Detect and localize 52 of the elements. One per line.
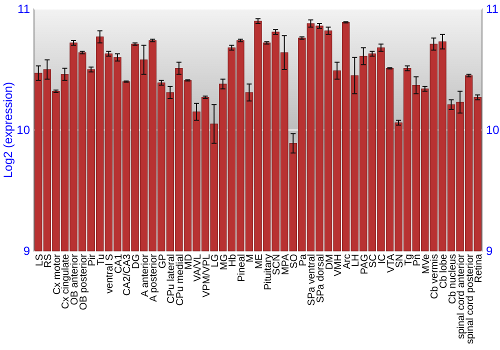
x-tick-label: GP xyxy=(157,254,168,268)
x-tick-label: A anterior xyxy=(140,253,151,297)
x-tick-label: LG xyxy=(210,254,222,268)
x-tick-label: SPa dorsal xyxy=(315,254,326,303)
x-tick-label: ventral S xyxy=(104,254,116,294)
x-tick-label: OB posterior xyxy=(78,253,90,310)
x-tick-label: VTA xyxy=(386,254,397,273)
x-tick-label: A posterior xyxy=(148,253,160,302)
x-tick-label: DM xyxy=(324,254,336,270)
x-tick-label: RS xyxy=(43,254,54,268)
y-tick-label: 9 xyxy=(23,244,30,258)
x-tick-label: ME xyxy=(254,254,265,269)
x-tick-label: PAG xyxy=(359,254,370,274)
y2-tick-label: 10 xyxy=(486,123,500,138)
x-tick-label: spinal cord anterior xyxy=(456,253,468,340)
x-tick-label: VMH xyxy=(333,254,344,276)
x-tick-label: Cx cingulate xyxy=(60,254,72,310)
x-tick-label: MVe xyxy=(420,254,432,274)
x-tick-label: Cb lobe xyxy=(438,254,450,288)
x-tick-label: VPM/VPL xyxy=(201,254,212,298)
y-tick-label: 10 xyxy=(16,123,30,138)
x-tick-label: M xyxy=(245,254,256,262)
x-tick-label: MPA xyxy=(280,254,292,275)
x-tick-label: DG xyxy=(131,254,142,269)
x-tick-label: SC xyxy=(368,254,380,268)
x-tick-label: Tu xyxy=(96,254,107,266)
y-tick-label: 11 xyxy=(18,2,30,16)
x-tick-label: Pa xyxy=(298,254,309,266)
y-axis-title: Log2 (expression) xyxy=(1,82,15,178)
x-tick-label: Pn xyxy=(412,254,424,266)
x-tick-label: OB anterior xyxy=(70,253,81,306)
x-tick-label: Arc xyxy=(342,254,353,269)
x-tick-label: CA2/CA3 xyxy=(122,254,134,296)
x-tick-label: IC xyxy=(376,254,388,264)
y2-tick-label: 9 xyxy=(486,244,493,258)
x-tick-label: Pir xyxy=(87,253,98,266)
x-tick-label: Retina xyxy=(474,254,485,283)
y2-tick-label: 11 xyxy=(486,2,499,16)
x-tick-label: Hb xyxy=(228,254,239,267)
x-tick-label: Cb nucleus xyxy=(447,254,458,304)
x-tick-label: Tg xyxy=(403,254,414,266)
x-tick-label: Pineal xyxy=(236,254,248,282)
x-tick-label: LS xyxy=(34,254,46,266)
x-tick-label: SCN xyxy=(272,254,283,276)
x-tick-label: Cx motor xyxy=(52,253,63,295)
x-tick-label: LH xyxy=(350,254,362,267)
x-tick-label: CA1 xyxy=(113,254,124,274)
x-tick-label: SO xyxy=(289,254,300,268)
x-tick-label: Pituitary xyxy=(262,254,274,290)
x-tick-label: SN xyxy=(394,254,406,268)
x-tick-label: CPu medial xyxy=(174,254,186,306)
x-tick-label: spinal cord posterior xyxy=(464,253,476,344)
